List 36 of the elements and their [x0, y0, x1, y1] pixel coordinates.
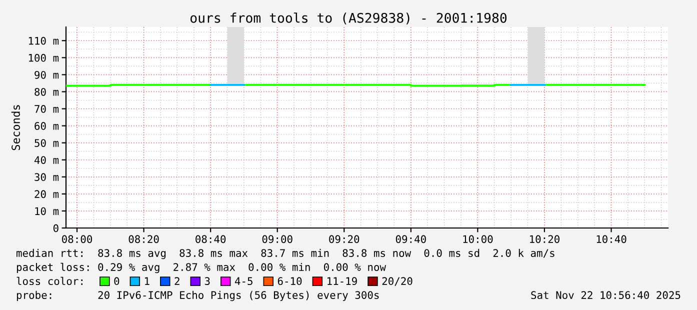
legend-label: 1 — [145, 277, 150, 285]
text: median rtt: 83.8 ms avg 83.8 ms max 83.7 ms min 83.8 ms now 0.0 ms sd 2.0 k am/s — [16, 248, 554, 260]
x-tick-label: 08:20 — [128, 235, 159, 244]
y-tick-label: 0 — [53, 224, 58, 232]
x-tick-label: 09:00 — [262, 235, 292, 244]
x-tick-label: 10:20 — [530, 235, 560, 244]
legend-label: 6-10 — [278, 277, 302, 286]
x-tick-label: 09:20 — [329, 235, 360, 244]
text: Sat Nov 22 10:56:40 2025 — [531, 291, 680, 300]
y-axis-title: Seconds — [11, 105, 20, 150]
text: probe: 20 IPv6-ICMP Echo Pings (56 Bytes) every 300s — [16, 290, 379, 302]
legend-label: 3 — [204, 277, 210, 286]
y-tick-label: 40 m — [34, 156, 59, 164]
y-tick-label: 70 m — [34, 105, 59, 113]
y-tick-label: 60 m — [34, 122, 59, 130]
legend-title: loss color: — [16, 276, 82, 286]
legend-label: 11-19 — [328, 277, 357, 286]
y-tick-label: 10 m — [35, 207, 59, 216]
x-tick-label: 08:40 — [196, 235, 226, 244]
y-tick-label: 20 m — [34, 190, 59, 198]
y-tick-label: 110 m — [28, 36, 59, 45]
legend-label: 0 — [114, 277, 120, 286]
x-tick-label: 10:00 — [463, 235, 493, 244]
legend-label: 4-5 — [234, 277, 252, 286]
y-tick-label: 30 m — [34, 173, 59, 182]
y-tick-label: 80 m — [34, 88, 59, 96]
x-tick-label: 09:40 — [396, 235, 426, 244]
legend-label: 2 — [174, 277, 180, 285]
text: packet loss: 0.29 % avg 2.87 % max 0.00 % min 0.00 % now — [16, 262, 386, 274]
x-tick-label: 08:00 — [62, 235, 92, 244]
y-tick-label: 50 m — [34, 139, 59, 147]
y-tick-label: 100 m — [28, 54, 59, 62]
x-tick-label: 10:40 — [596, 235, 626, 244]
chart-title: ours from tools to (AS29838) - 2001:1980 — [190, 12, 507, 24]
y-tick-label: 90 m — [34, 70, 59, 79]
legend-label: 20/20 — [382, 277, 412, 286]
